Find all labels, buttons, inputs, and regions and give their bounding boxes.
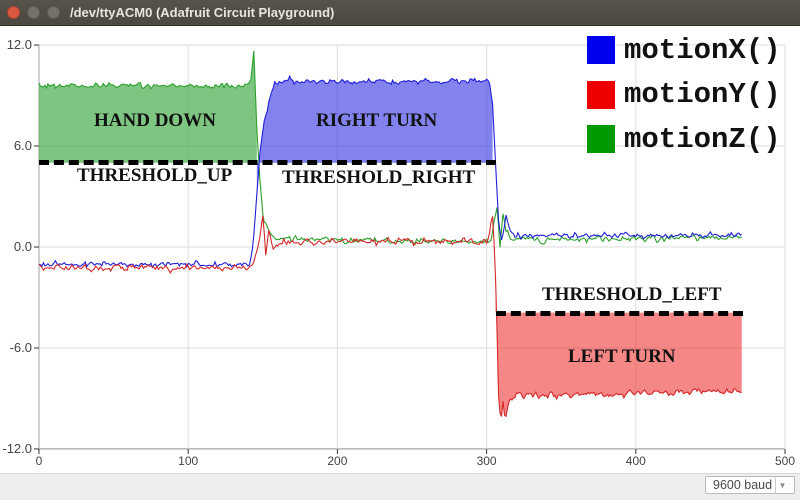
svg-text:400: 400 (626, 454, 646, 468)
svg-text:100: 100 (178, 454, 198, 468)
svg-text:12.0: 12.0 (7, 37, 32, 52)
svg-text:0.0: 0.0 (14, 239, 32, 254)
svg-text:200: 200 (327, 454, 347, 468)
svg-text:-6.0: -6.0 (10, 340, 32, 355)
svg-text:500: 500 (775, 454, 795, 468)
svg-text:-12.0: -12.0 (2, 441, 32, 456)
svg-text:6.0: 6.0 (14, 138, 32, 153)
svg-text:300: 300 (477, 454, 497, 468)
svg-text:0: 0 (36, 454, 43, 468)
